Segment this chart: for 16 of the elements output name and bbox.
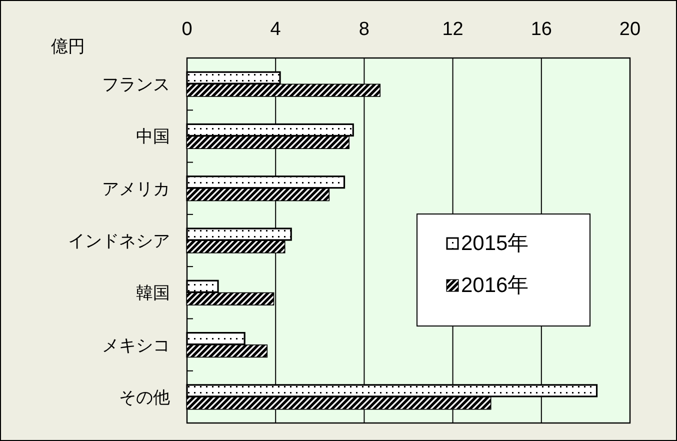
legend-label: 2016年 [461,274,529,297]
x-tick-label: 0 [182,19,192,40]
legend-label: 2015年 [461,232,529,255]
x-tick-label: 12 [442,19,464,40]
x-tick-label: 4 [270,19,282,40]
x-tick-label: 20 [619,19,641,40]
y-tick-label: インドネシア [68,232,170,250]
x-axis-title: 億円 [51,37,85,56]
y-tick-label: メキシコ [102,336,170,355]
y-tick-label: フランス [102,75,170,94]
y-tick-label: その他 [119,388,170,407]
x-tick-label: 8 [358,19,370,40]
x-tick-label: 16 [530,19,552,40]
y-tick-label: 中国 [136,127,170,146]
y-tick-label: 韓国 [136,284,170,303]
y-tick-label: アメリカ [102,179,170,198]
